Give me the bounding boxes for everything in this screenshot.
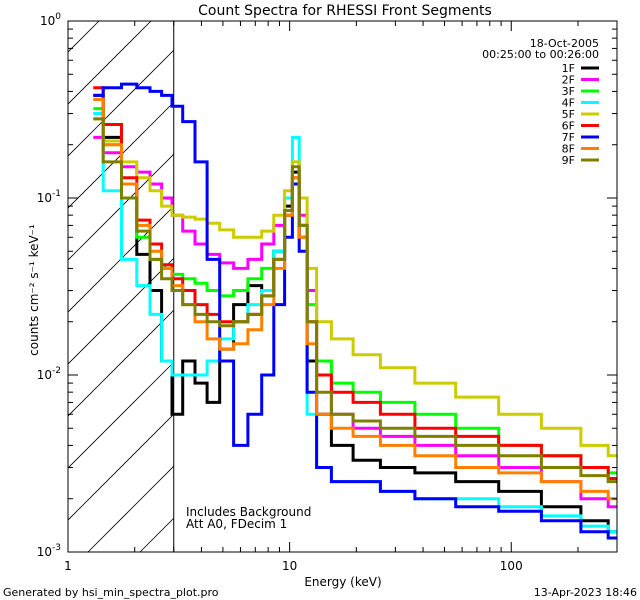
x-axis-label: Energy (keV) [304,575,381,589]
hatch-mask [173,21,617,552]
x-tick-label: 10 [282,559,297,573]
time-range-annotation: 00:25:00 to 00:26:00 [482,48,599,61]
x-tick-label: 1 [64,559,72,573]
y-tick-label: 10-3 [37,543,61,559]
plot-frame [67,20,618,553]
y-tick-label: 10-1 [37,189,61,205]
series-line-4F [93,112,617,534]
legend-label: 1F [562,62,575,75]
y-tick-label: 10-2 [37,366,61,382]
legend-label: 7F [562,131,575,144]
legend-label: 9F [562,154,575,167]
date-annotation: 18-Oct-2005 [530,37,599,50]
legend-label: 4F [562,97,575,110]
y-tick-label: 100 [40,12,61,28]
legend-label: 5F [562,108,575,121]
chart-title: Count Spectra for RHESSI Front Segments [198,3,492,19]
hatch-line [68,21,204,157]
attenuator-hatch-region [68,21,617,552]
background-note: Includes Background [186,505,311,519]
legend-label: 2F [562,74,575,87]
series-layer [93,82,617,540]
footer-generated-by: Generated by hsi_min_spectra_plot.pro [3,586,219,599]
y-axis: 100 10-1 10-2 10-3 [37,12,617,559]
y-axis-label: counts cm⁻² s⁻¹ keV⁻¹ [27,224,41,356]
legend-label: 8F [562,143,575,156]
x-axis: 1 10 100 [64,21,618,573]
legend-label: 3F [562,85,575,98]
hatch-line [68,21,256,209]
footer-timestamp: 13-Apr-2023 18:46 [534,586,637,599]
legend-label: 6F [562,120,575,133]
x-tick-label: 100 [500,559,523,573]
series-line-9F [93,117,617,484]
att-note: Att A0, FDecim 1 [186,517,287,531]
